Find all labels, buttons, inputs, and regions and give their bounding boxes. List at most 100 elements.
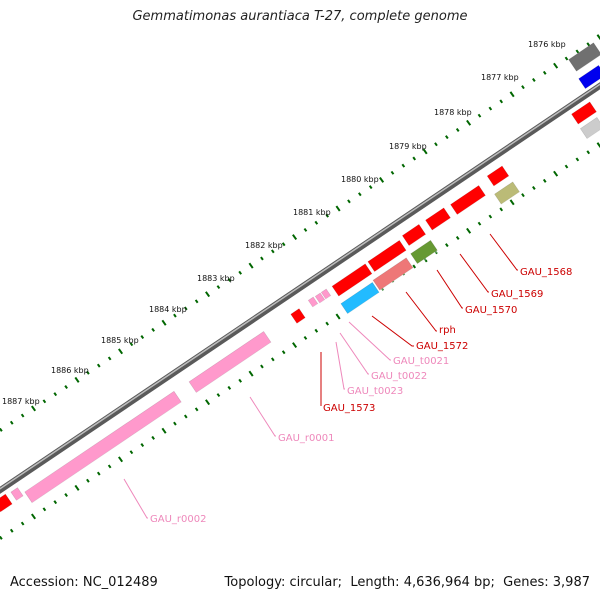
minor-tick	[564, 164, 569, 169]
minor-tick	[86, 478, 90, 483]
feature-label: GAU_r0002	[150, 514, 206, 525]
feature-label: GAU_1568	[520, 267, 572, 278]
minor-tick	[303, 227, 308, 232]
major-tick	[379, 176, 385, 183]
topology-value: circular	[289, 575, 338, 590]
major-tick	[596, 34, 600, 41]
minor-tick	[434, 142, 438, 147]
feature-gau-1570	[425, 207, 452, 232]
feature-rph	[401, 224, 427, 248]
major-tick	[509, 91, 515, 98]
minor-tick	[173, 313, 177, 318]
minor-tick	[64, 493, 68, 497]
minor-tick	[542, 178, 547, 183]
minor-tick	[173, 421, 177, 426]
minor-tick	[542, 70, 547, 75]
major-tick	[509, 199, 515, 206]
feature-layer	[0, 42, 600, 514]
feature-r0002	[24, 390, 182, 505]
minor-tick	[96, 363, 101, 368]
feature-r0001	[188, 331, 272, 395]
minor-tick	[227, 385, 232, 390]
minor-tick	[270, 249, 275, 254]
minor-tick	[227, 277, 232, 282]
major-tick	[248, 370, 254, 377]
major-tick	[30, 513, 37, 520]
minor-tick	[281, 350, 286, 355]
tick-label: 1883 kbp	[197, 274, 235, 283]
minor-tick	[325, 321, 330, 326]
major-tick	[292, 234, 298, 241]
minor-tick	[358, 192, 362, 197]
length-label: Length:	[350, 575, 400, 590]
minor-tick	[151, 327, 155, 332]
minor-tick	[183, 306, 188, 311]
major-tick	[553, 62, 559, 69]
minor-tick	[53, 500, 58, 505]
minor-tick	[129, 450, 134, 455]
feature-trna-3	[320, 288, 332, 301]
minor-tick	[445, 243, 449, 248]
accession-value: NC_012489	[82, 575, 158, 590]
leader-line	[335, 341, 345, 390]
tick-label: 1885 kbp	[101, 336, 139, 345]
minor-tick	[586, 42, 591, 47]
minor-tick	[347, 199, 351, 204]
feature-cds-left	[0, 493, 13, 514]
accession-label: Accession:	[10, 575, 79, 590]
minor-tick	[564, 56, 569, 61]
minor-tick	[390, 170, 395, 175]
major-tick	[118, 348, 124, 355]
minor-tick	[107, 356, 112, 361]
tick-label: 1880 kbp	[341, 175, 379, 184]
minor-tick	[499, 207, 504, 212]
minor-tick	[140, 335, 145, 340]
feature-khaki	[494, 181, 521, 206]
minor-tick	[455, 127, 460, 132]
tick-label: 1876 kbp	[528, 40, 566, 49]
minor-tick	[401, 163, 406, 168]
minor-tick	[260, 364, 264, 369]
major-tick	[248, 262, 254, 269]
minor-tick	[96, 471, 101, 476]
minor-tick	[194, 407, 199, 412]
minor-tick	[412, 264, 417, 269]
leader-line	[436, 269, 463, 309]
minor-tick	[238, 378, 242, 383]
minor-tick	[575, 157, 580, 162]
minor-tick	[325, 213, 330, 218]
feature-trna-2	[314, 292, 326, 305]
backbone-layer	[0, 82, 600, 494]
minor-tick	[521, 85, 525, 90]
major-tick	[74, 376, 80, 383]
leader-line	[123, 478, 148, 519]
minor-tick	[314, 220, 319, 225]
minor-tick	[260, 256, 264, 261]
tick-label: 1881 kbp	[293, 208, 331, 217]
minor-tick	[0, 427, 3, 432]
minor-tick	[42, 507, 47, 512]
minor-tick	[499, 99, 504, 104]
major-tick	[74, 484, 80, 491]
major-tick	[596, 142, 600, 149]
feature-gau-1569	[450, 185, 487, 217]
topology-label: Topology:	[224, 575, 286, 590]
minor-tick	[53, 392, 58, 397]
minor-tick	[20, 521, 25, 526]
major-tick	[30, 405, 37, 412]
minor-tick	[477, 113, 482, 118]
genome-stats: Topology: circular; Length: 4,636,964 bp…	[224, 575, 590, 590]
feature-label: GAU_1570	[465, 305, 517, 316]
map-title: Gemmatimonas aurantiaca T-27, complete g…	[132, 9, 468, 24]
minor-tick	[270, 357, 275, 362]
minor-tick	[586, 150, 591, 155]
minor-tick	[216, 393, 221, 398]
feature-salmon	[372, 257, 414, 292]
major-tick	[205, 399, 211, 406]
feature-cyan	[340, 281, 380, 316]
minor-tick	[488, 106, 493, 111]
minor-tick	[488, 214, 493, 219]
major-tick	[466, 119, 472, 126]
leader-line	[459, 253, 489, 293]
